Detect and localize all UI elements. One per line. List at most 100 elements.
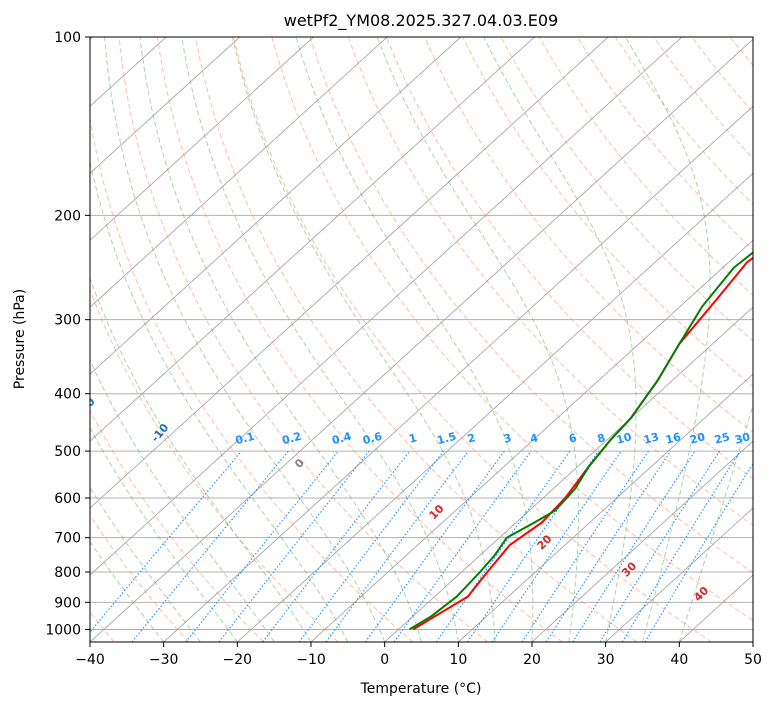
y-tick-label: 800 (54, 565, 81, 581)
mixing-ratio-label: 6 (567, 431, 578, 446)
plot-area: -100-90-80-70-60-50-40-30-20-100.10.20.4… (75, 37, 753, 642)
mixing-ratio-label: 10 (615, 430, 633, 447)
mixing-ratio-label: 2 (466, 431, 477, 446)
isotherm-line (90, 37, 609, 509)
mixing-ratio-line (572, 450, 696, 642)
profile-series (408, 251, 753, 631)
mixing-ratio-label: 13 (642, 430, 660, 447)
plot-frame (89, 36, 754, 643)
mixing-ratio-label: 8 (596, 431, 607, 446)
mixing-ratio-line (90, 450, 242, 633)
isotherm-line (384, 306, 753, 642)
isotherm-line (531, 440, 753, 642)
moist-adiabat-line (90, 359, 275, 642)
dry-adiabats (90, 37, 753, 642)
moist-adiabat-line (376, 37, 579, 642)
moist-adiabat-line (90, 427, 238, 642)
moist-adiabat-line (90, 159, 349, 642)
mixing-ratio-label: 4 (529, 431, 540, 446)
mixing-ratio-label: 20 (688, 430, 706, 447)
moist-adiabat-line (139, 37, 422, 642)
x-axis-label: Temperature (°C) (360, 681, 482, 697)
pressure-gridlines (90, 37, 753, 630)
moist-adiabats (90, 37, 753, 642)
x-tick-label: 50 (744, 652, 762, 668)
moist-adiabat-line (483, 37, 637, 642)
x-tick-label: 0 (380, 652, 389, 668)
x-tick-label: −30 (149, 652, 179, 668)
mixing-ratio-label: 16 (664, 430, 682, 447)
mixing-ratio-line (298, 450, 444, 642)
dry-adiabat-line (194, 37, 638, 642)
mixing-ratio-label: 0.1 (234, 430, 256, 448)
x-tick-label: 20 (523, 652, 541, 668)
moist-adiabat-line (90, 276, 312, 642)
dry-adiabat-line (118, 37, 488, 642)
mixing-ratio-line (644, 462, 753, 642)
isotherm-line (90, 37, 683, 576)
isotherm-line (163, 105, 753, 642)
mixing-ratio-line (435, 450, 571, 642)
mixing-ratio-label: 1 (408, 431, 419, 446)
y-tick-label: 900 (54, 595, 81, 611)
dry-adiabat-line (271, 37, 753, 621)
x-tick-label: −10 (296, 652, 326, 668)
isotherm-line (310, 239, 753, 642)
y-tick-label: 600 (54, 491, 81, 507)
mixing-ratio-label: 30 (733, 430, 751, 447)
moist-adiabat-line (181, 37, 459, 642)
isotherm-line (90, 37, 388, 308)
x-axis-ticks: −40 −30 −20 −10 0 10 20 30 40 50 (75, 642, 762, 668)
y-tick-label: 500 (54, 444, 81, 460)
mixing-ratio-lines (90, 450, 753, 642)
mixing-ratio-line (491, 450, 622, 642)
y-axis-ticks: 100 200 300 400 500 600 700 800 900 1000 (45, 30, 90, 638)
dry-adiabat-line (500, 37, 753, 342)
dry-adiabat-line (156, 37, 563, 642)
y-tick-label: 400 (54, 387, 81, 403)
y-tick-label: 300 (54, 313, 81, 329)
x-tick-label: −40 (75, 652, 105, 668)
x-tick-label: 30 (597, 652, 615, 668)
x-tick-label: −20 (223, 652, 253, 668)
isotherm-line (90, 38, 753, 642)
isotherm-line (458, 373, 753, 642)
isotherm-line (90, 37, 314, 241)
dewpoint-profile-line (408, 251, 753, 631)
mixing-ratio-line (364, 450, 505, 642)
moist-adiabat-line (295, 37, 534, 642)
mixing-ratio-line (393, 450, 532, 642)
dry-adiabat-line (233, 37, 712, 642)
dry-adiabat-label: -20 (75, 395, 98, 419)
mixing-ratio-label: 0.4 (331, 430, 354, 448)
mixing-ratio-line (218, 450, 370, 642)
skewed-isotherms (90, 37, 753, 642)
isotherm-line (90, 37, 241, 174)
mixing-ratio-label: 25 (713, 430, 731, 447)
x-tick-label: 40 (670, 652, 688, 668)
isotherm-line (237, 172, 753, 642)
dry-adiabat-line (90, 409, 264, 642)
y-tick-label: 200 (54, 208, 81, 224)
mixing-ratio-line (325, 450, 469, 642)
dry-adiabat-line (424, 37, 753, 433)
x-tick-label: 10 (449, 652, 467, 668)
isopleth-labels: -100-90-80-70-60-50-40-30-20-100.10.20.4… (75, 395, 752, 604)
dry-adiabat-line (347, 37, 753, 527)
isotherm-line (90, 37, 535, 442)
moist-adiabat-line (624, 37, 711, 642)
moist-adiabat-line (678, 403, 753, 642)
y-axis-label: Pressure (hPa) (12, 289, 28, 389)
y-tick-label: 100 (54, 30, 81, 46)
dry-adiabat-line (309, 37, 753, 574)
mixing-ratio-line (599, 450, 721, 642)
mixing-ratio-label: 3 (502, 431, 513, 446)
mixing-ratio-label: 1.5 (436, 430, 458, 448)
y-tick-label: 700 (54, 531, 81, 547)
moist-adiabat-line (232, 37, 496, 642)
chart-title: wetPf2_YM08.2025.327.04.03.E09 (284, 11, 558, 31)
mixing-ratio-label: 0.6 (361, 430, 384, 448)
dry-adiabat-line (90, 115, 414, 642)
